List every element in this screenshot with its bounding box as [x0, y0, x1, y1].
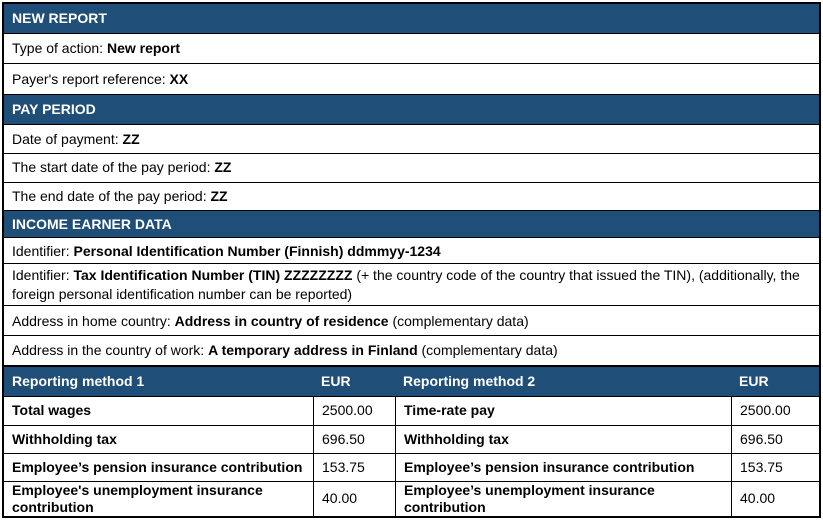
field-row-pay-period-end: The end date of the pay period: ZZ: [4, 182, 819, 212]
field-row-date-of-payment: Date of payment: ZZ: [4, 124, 819, 154]
field-label: Identifier:: [12, 242, 70, 259]
table-cell-label: Time-rate pay: [395, 397, 731, 426]
table-cell-value: 696.50: [731, 426, 819, 454]
field-label: Address in home country:: [12, 312, 171, 329]
field-label: The end date of the pay period:: [12, 188, 207, 205]
field-value: ZZ: [210, 188, 228, 205]
section-header-label: NEW REPORT: [12, 10, 107, 27]
table-row-total-wages: Total wages 2500.00 Time-rate pay 2500.0…: [4, 397, 819, 427]
field-note: (+ the country code of the country that …: [12, 266, 800, 302]
table-cell-label: Employee’s pension insurance contributio…: [12, 458, 303, 475]
field-value: Address in country of residence: [174, 312, 389, 329]
field-value: A temporary address in Finland: [208, 342, 418, 359]
table-cell-label: Withholding tax: [12, 430, 117, 447]
section-header-label: INCOME EARNER DATA: [12, 216, 172, 233]
table-cell-value: 2500.00: [731, 397, 819, 426]
field-row-type-of-action: Type of action: New report: [4, 33, 819, 64]
field-row-address-home-country: Address in home country: Address in coun…: [4, 306, 819, 337]
field-label: Address in the country of work:: [12, 342, 205, 359]
field-label: Date of payment:: [12, 130, 119, 147]
field-label: The start date of the pay period:: [12, 159, 211, 176]
table-cell-value: 2500.00: [313, 397, 395, 426]
field-value: ZZ: [214, 159, 232, 176]
table-cell-value: 696.50: [313, 426, 395, 454]
field-row-payer-report-reference: Payer's report reference: XX: [4, 63, 819, 95]
field-note: (complementary data): [421, 342, 558, 359]
field-label: Identifier:: [12, 266, 70, 283]
reporting-methods-table: Reporting method 1 EUR Reporting method …: [4, 367, 819, 517]
table-row-withholding-tax: Withholding tax 696.50 Withholding tax 6…: [4, 426, 819, 455]
section-header-income-earner-data: INCOME EARNER DATA: [4, 211, 819, 239]
reporting-method-1-header: Reporting method 1: [12, 372, 145, 389]
table-cell-label: Total wages: [12, 402, 92, 419]
field-row-address-country-of-work: Address in the country of work: A tempor…: [4, 336, 819, 368]
field-note: (complementary data): [392, 312, 529, 329]
section-header-label: PAY PERIOD: [12, 101, 96, 118]
table-cell-label: Employee’s unemployment insurance contri…: [395, 482, 731, 517]
field-value: Tax Identification Number (TIN) ZZZZZZZZ: [73, 266, 353, 283]
table-cell-value: 40.00: [313, 482, 395, 517]
table-cell-label: Withholding tax: [395, 426, 731, 454]
table-row-pension-insurance: Employee’s pension insurance contributio…: [4, 454, 819, 483]
field-value: XX: [169, 70, 189, 87]
reporting-method-2-header: Reporting method 2: [403, 372, 536, 389]
table-cell-value: 40.00: [731, 482, 819, 517]
field-value: Personal Identification Number (Finnish)…: [73, 242, 441, 259]
table-row-unemployment-insurance: Employee's unemployment insurance contri…: [4, 481, 819, 517]
eur-header-method-1: EUR: [321, 372, 351, 389]
field-row-pay-period-start: The start date of the pay period: ZZ: [4, 153, 819, 183]
table-cell-value: 153.75: [313, 454, 395, 482]
field-label: Type of action:: [12, 40, 104, 57]
reporting-table-header-row: Reporting method 1 EUR Reporting method …: [4, 367, 819, 398]
field-label: Payer's report reference:: [12, 70, 166, 87]
section-header-pay-period: PAY PERIOD: [4, 94, 819, 125]
table-cell-label: Employee's unemployment insurance contri…: [12, 481, 263, 516]
eur-header-method-2: EUR: [739, 372, 769, 389]
field-row-identifier-tin: Identifier: Tax Identification Number (T…: [4, 264, 819, 307]
section-header-new-report: NEW REPORT: [4, 4, 819, 34]
table-cell-label: Employee’s pension insurance contributio…: [395, 454, 731, 482]
field-value: ZZ: [122, 130, 140, 147]
field-row-identifier-pin: Identifier: Personal Identification Numb…: [4, 238, 819, 265]
field-value: New report: [106, 40, 181, 57]
table-cell-value: 153.75: [731, 454, 819, 482]
